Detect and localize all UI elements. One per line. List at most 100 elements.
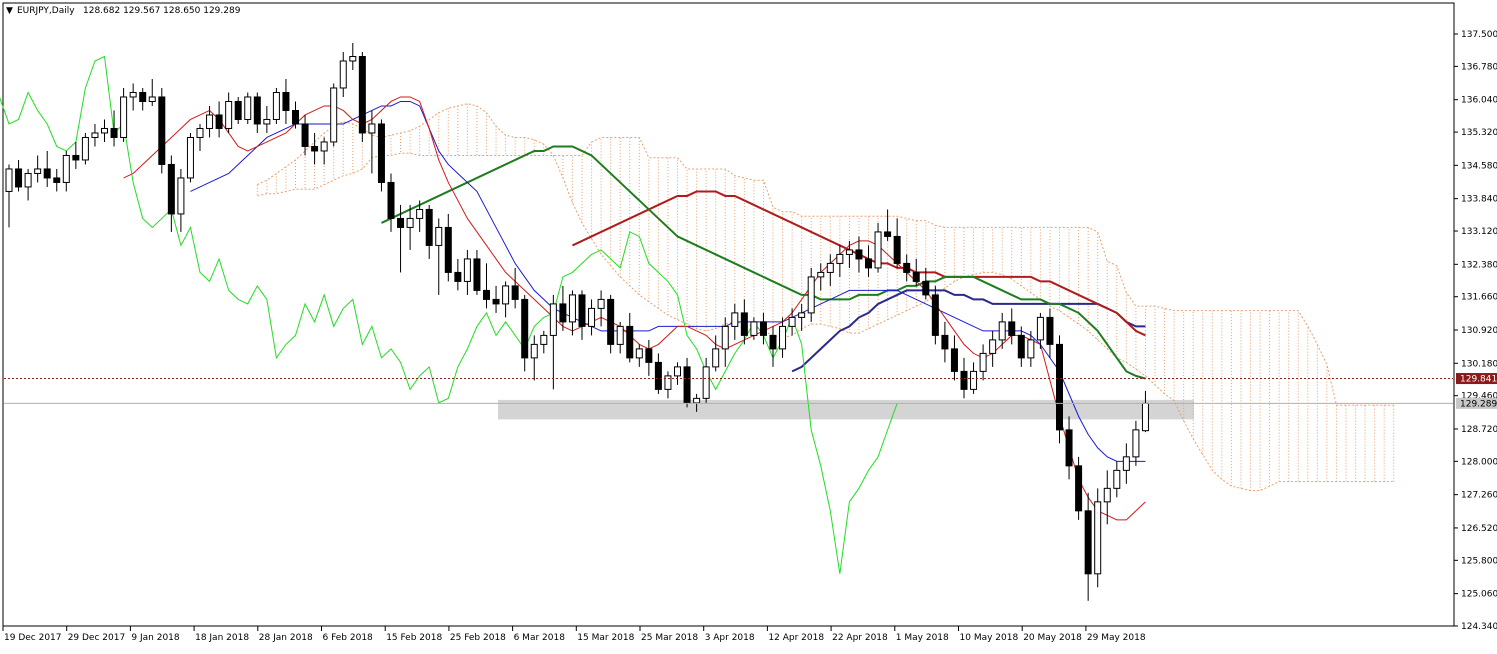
candle-body — [865, 258, 872, 269]
candle — [349, 42, 357, 70]
candle-body — [521, 298, 529, 359]
candle-body — [884, 231, 892, 237]
candle-body — [597, 298, 605, 309]
candle-body — [1122, 456, 1130, 471]
candle-body — [817, 271, 825, 278]
candle-body — [912, 271, 920, 282]
candle — [836, 245, 844, 277]
candle — [559, 285, 567, 331]
candle-body — [626, 325, 634, 359]
candle — [788, 308, 796, 336]
candle — [1122, 443, 1130, 484]
candle-body — [941, 334, 949, 350]
candle — [263, 105, 271, 133]
candle-body — [845, 249, 853, 255]
candle — [148, 78, 156, 106]
candle — [416, 200, 424, 232]
candle — [922, 267, 930, 300]
candle — [1075, 456, 1083, 520]
price-tick-label: 128.000 — [1461, 457, 1497, 467]
candle — [549, 294, 557, 390]
candle — [941, 321, 949, 363]
candle — [1065, 416, 1073, 480]
candle-body — [43, 168, 51, 179]
price-tick-label: 130.920 — [1461, 326, 1497, 336]
candle — [282, 78, 290, 124]
candle — [473, 249, 481, 295]
candle — [903, 254, 911, 282]
candle — [425, 204, 433, 259]
price-tick-label: 137.500 — [1461, 30, 1497, 40]
candle-body — [72, 154, 80, 161]
candle — [1017, 326, 1025, 367]
time-tick-label: 10 May 2018 — [960, 633, 1019, 643]
candle — [167, 155, 175, 232]
candle — [740, 299, 748, 345]
candle — [110, 110, 118, 147]
candle — [817, 263, 825, 291]
candle-body — [120, 96, 128, 138]
candle — [1046, 308, 1054, 358]
candle — [530, 335, 538, 381]
candle-body — [177, 177, 185, 215]
candle — [1132, 420, 1140, 466]
price-tick-label: 132.380 — [1461, 260, 1497, 270]
candle — [272, 87, 280, 124]
candle — [855, 236, 863, 273]
time-tick-label: 9 Jan 2018 — [131, 633, 179, 643]
candle-body — [139, 91, 147, 102]
candle-body — [234, 100, 242, 120]
candle-body — [654, 361, 662, 390]
candle-body — [444, 226, 452, 273]
candle-body — [807, 276, 815, 314]
candle — [129, 83, 137, 111]
candle — [979, 344, 987, 381]
candle-body — [979, 352, 987, 372]
candle-body — [282, 91, 290, 111]
price-tick-label: 136.040 — [1461, 96, 1497, 106]
collapse-arrow-icon[interactable]: ▼ — [6, 6, 13, 16]
time-tick-label: 6 Feb 2018 — [323, 633, 374, 643]
time-axis: 19 Dec 2017 29 Dec 2017 9 Jan 2018 18 Jan 2… — [2, 626, 1146, 643]
candle-body — [559, 303, 567, 323]
ma-level-label: 129.841 — [1460, 375, 1497, 385]
candle-body — [549, 303, 557, 336]
price-tick-label: 130.180 — [1461, 359, 1497, 369]
candle-body — [588, 307, 596, 327]
candle-body — [377, 123, 385, 183]
time-tick-label: 22 Apr 2018 — [832, 633, 888, 643]
candle-body — [406, 217, 414, 228]
candle — [721, 317, 729, 367]
candle — [874, 222, 882, 273]
price-tick-label: 131.660 — [1461, 293, 1497, 303]
candle — [72, 141, 80, 169]
candle-body — [740, 312, 748, 336]
price-tick-label: 133.120 — [1461, 227, 1497, 237]
price-tick-label: 125.800 — [1461, 556, 1497, 566]
candle-body — [530, 343, 538, 359]
candle-body — [463, 258, 471, 282]
candle-body — [292, 109, 299, 125]
candle-body — [1103, 487, 1111, 503]
candle — [483, 263, 490, 309]
candle — [397, 204, 405, 273]
candle-body — [769, 334, 777, 350]
tenkan-line — [123, 96, 1146, 521]
ohlc-readout: 128.682 129.567 128.650 129.289 — [83, 6, 241, 16]
candle-body — [167, 163, 175, 215]
candle — [1027, 330, 1035, 367]
time-tick-label: 29 May 2018 — [1087, 633, 1146, 643]
senkou-span-a — [257, 103, 1394, 492]
candle — [492, 285, 500, 313]
candle — [62, 150, 70, 192]
candle-body — [1075, 465, 1083, 512]
candle — [731, 303, 739, 340]
candle-body — [206, 114, 214, 129]
candle-body — [215, 114, 223, 129]
candle — [674, 362, 681, 385]
candle-body — [311, 145, 319, 152]
time-tick-label: 1 May 2018 — [896, 633, 949, 643]
candle — [1094, 488, 1102, 588]
